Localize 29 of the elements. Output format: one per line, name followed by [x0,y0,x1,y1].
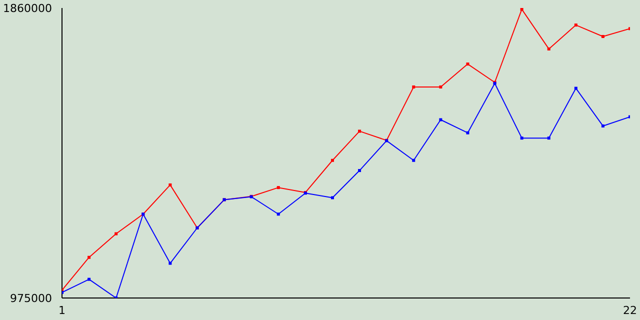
point [574,24,578,27]
point [88,278,91,281]
point [114,232,118,236]
point [520,8,524,11]
y-tick-label: 975000 [10,292,52,305]
point [547,47,550,50]
point [358,169,362,172]
x-tick-label: 1 [58,304,66,317]
point [412,85,416,88]
point [276,186,280,190]
point [330,158,334,162]
point [168,262,172,265]
point [601,124,604,128]
point [88,256,91,259]
point [466,62,470,66]
point [520,136,524,140]
point [168,183,172,186]
point [439,118,442,122]
point [439,85,442,88]
point [412,158,416,162]
point [574,86,578,90]
point [358,130,362,133]
point [276,212,280,216]
x-tick-label: 22 [623,304,637,317]
point [547,136,550,140]
point [601,35,604,38]
point [466,131,470,134]
point [330,196,334,200]
y-tick-label: 1860000 [3,2,52,15]
